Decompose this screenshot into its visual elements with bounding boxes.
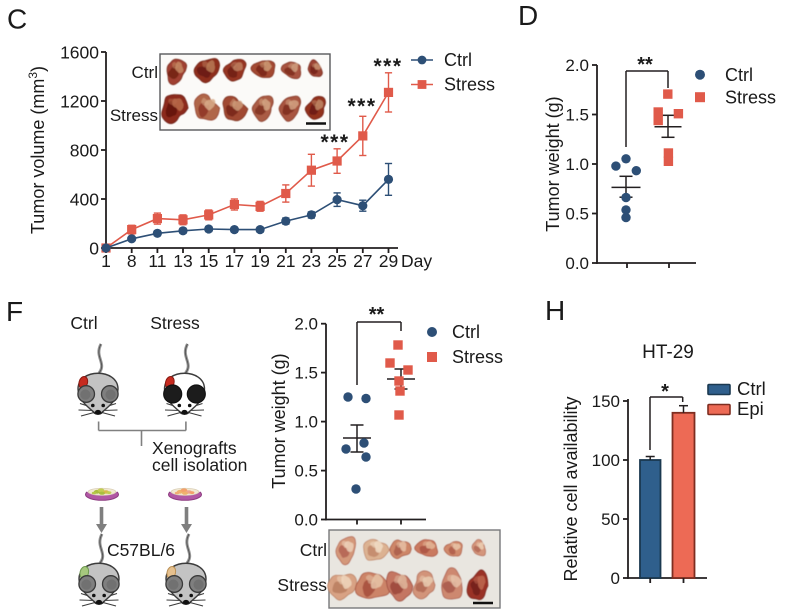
svg-text:0: 0 xyxy=(89,238,99,258)
svg-text:1.5: 1.5 xyxy=(294,364,318,383)
svg-text:D: D xyxy=(518,0,538,31)
svg-text:Tumor weight (g): Tumor weight (g) xyxy=(269,353,289,488)
svg-text:Ctrl: Ctrl xyxy=(300,540,327,560)
svg-text:Xenografts: Xenografts xyxy=(152,438,237,458)
svg-text:*: * xyxy=(661,381,669,403)
svg-text:25: 25 xyxy=(327,251,346,271)
svg-text:HT-29: HT-29 xyxy=(642,342,694,363)
svg-text:50: 50 xyxy=(601,510,620,529)
svg-text:400: 400 xyxy=(70,189,99,209)
svg-text:Relative cell availability: Relative cell availability xyxy=(561,396,581,581)
svg-text:Stress: Stress xyxy=(725,88,776,108)
svg-text:1.0: 1.0 xyxy=(294,413,318,432)
svg-text:1: 1 xyxy=(101,251,111,271)
svg-text:Ctrl: Ctrl xyxy=(452,322,480,342)
svg-text:Ctrl: Ctrl xyxy=(444,50,472,70)
svg-text:Day: Day xyxy=(401,251,432,271)
svg-text:Stress: Stress xyxy=(277,575,327,595)
svg-text:Tumor weight (g): Tumor weight (g) xyxy=(543,96,563,231)
svg-text:***: *** xyxy=(320,131,349,154)
svg-text:27: 27 xyxy=(353,251,372,271)
svg-text:***: *** xyxy=(347,95,376,118)
svg-text:H: H xyxy=(545,295,565,326)
svg-text:Stress: Stress xyxy=(150,313,200,333)
svg-text:2.0: 2.0 xyxy=(565,56,589,75)
svg-text:Epi: Epi xyxy=(737,398,764,419)
svg-text:1.5: 1.5 xyxy=(565,106,589,125)
svg-text:0.5: 0.5 xyxy=(565,205,589,224)
svg-text:15: 15 xyxy=(199,251,218,271)
svg-text:0.0: 0.0 xyxy=(565,254,589,273)
svg-text:17: 17 xyxy=(225,251,244,271)
svg-text:F: F xyxy=(6,296,23,327)
svg-text:150: 150 xyxy=(592,392,620,411)
svg-text:21: 21 xyxy=(276,251,295,271)
svg-text:11: 11 xyxy=(148,251,166,271)
svg-text:Ctrl: Ctrl xyxy=(737,378,766,399)
svg-text:100: 100 xyxy=(592,451,620,470)
svg-text:C57BL/6: C57BL/6 xyxy=(107,540,175,560)
svg-text:**: ** xyxy=(637,54,653,76)
svg-text:23: 23 xyxy=(302,251,321,271)
svg-text:1.0: 1.0 xyxy=(565,155,589,174)
svg-text:0: 0 xyxy=(611,569,620,588)
svg-text:1600: 1600 xyxy=(60,42,99,62)
svg-text:2.0: 2.0 xyxy=(294,315,318,334)
svg-text:800: 800 xyxy=(70,140,99,160)
svg-text:1200: 1200 xyxy=(60,91,99,111)
svg-text:Stress: Stress xyxy=(452,347,503,367)
svg-text:***: *** xyxy=(373,55,402,78)
svg-text:Ctrl: Ctrl xyxy=(132,63,158,82)
svg-text:**: ** xyxy=(369,304,385,326)
svg-text:0.5: 0.5 xyxy=(294,462,318,481)
svg-text:cell isolation: cell isolation xyxy=(152,455,247,475)
svg-text:0.0: 0.0 xyxy=(294,511,318,530)
svg-text:Stress: Stress xyxy=(444,75,495,95)
svg-text:C: C xyxy=(7,4,27,35)
svg-text:19: 19 xyxy=(250,251,269,271)
svg-text:Stress: Stress xyxy=(110,106,158,125)
svg-text:Ctrl: Ctrl xyxy=(70,313,97,333)
svg-text:8: 8 xyxy=(127,251,137,271)
svg-text:Tumor volume (mm3): Tumor volume (mm3) xyxy=(26,66,48,234)
svg-text:Ctrl: Ctrl xyxy=(725,65,753,85)
svg-text:13: 13 xyxy=(173,251,192,271)
svg-text:29: 29 xyxy=(379,251,398,271)
